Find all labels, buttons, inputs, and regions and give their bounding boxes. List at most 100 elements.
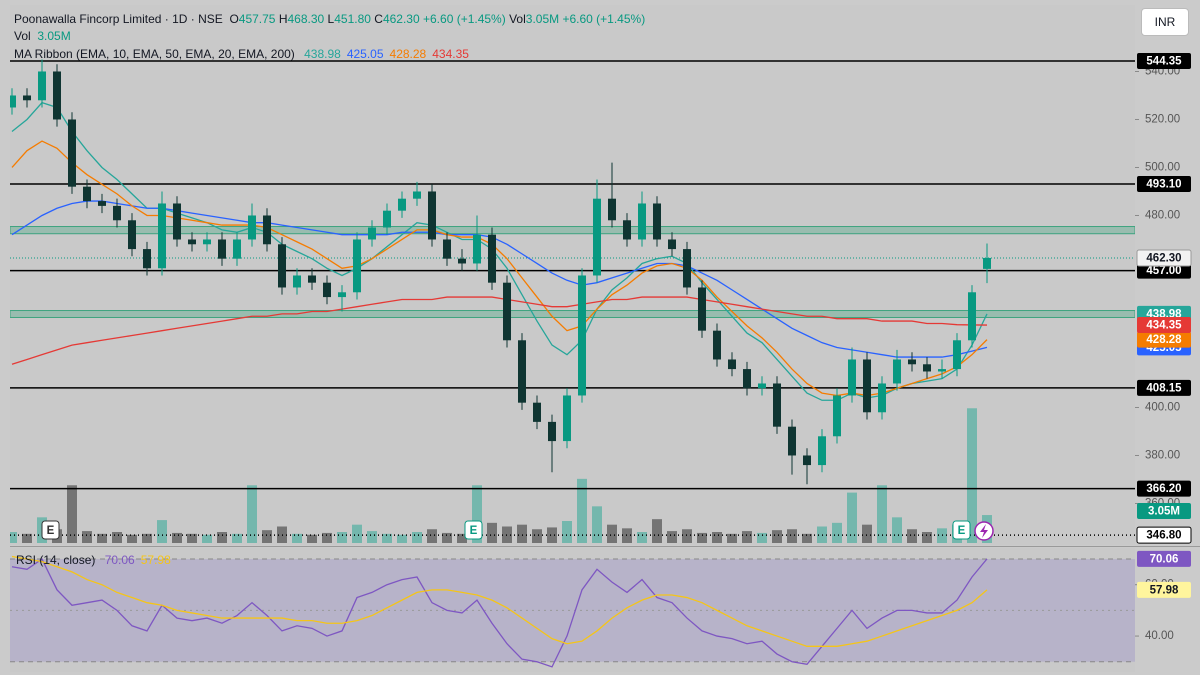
candle-body (338, 292, 346, 298)
candle-body (248, 215, 256, 240)
symbol: Poonawalla Fincorp Limited · 1D · NSE (14, 12, 223, 26)
volume-bar (757, 532, 767, 543)
candle-body (773, 383, 781, 427)
candle-body (743, 369, 751, 389)
volume-bar (907, 529, 917, 543)
vol-key: Vol (509, 12, 526, 26)
dotted-level-label-text: 346.80 (1146, 530, 1181, 542)
candle-body (788, 426, 796, 456)
volume-bar (712, 532, 722, 543)
volume-bar (217, 532, 227, 543)
event-markers: E E E (41, 520, 994, 541)
candle-body (428, 191, 436, 240)
candle-body (893, 359, 901, 384)
level-label-box (1137, 480, 1191, 497)
candle-body (83, 186, 91, 202)
volume-label-text: 3.05M (1148, 506, 1180, 518)
level-label-box (1137, 262, 1191, 279)
candle-body (638, 203, 646, 240)
ohlc-key: O (229, 12, 239, 26)
ema-label-box (1137, 317, 1191, 334)
level-label-text: 366.20 (1146, 483, 1181, 495)
earnings-marker[interactable] (41, 520, 60, 540)
volume-bar (97, 533, 107, 543)
volume-bar (742, 531, 752, 543)
volume-bar (922, 532, 932, 543)
candle-body (263, 215, 271, 245)
rsi-layer (10, 555, 1135, 668)
vol-key: Vol (14, 29, 31, 43)
ohlc-value: 451.80 (334, 12, 371, 26)
rsi-label-box (1137, 550, 1191, 567)
earnings-marker[interactable] (952, 520, 971, 540)
level-label-box (1137, 379, 1191, 396)
last-price-label-box (1136, 249, 1192, 267)
volume-bar (562, 521, 572, 543)
candle-body (443, 239, 451, 259)
currency-button[interactable]: INR (1141, 8, 1189, 36)
dividend-marker-icon (980, 524, 988, 538)
earnings-marker[interactable] (464, 520, 483, 540)
vol-value: 3.05M (37, 29, 71, 43)
candle-body (173, 203, 181, 240)
candle-body (683, 249, 691, 288)
volume-bar (157, 520, 167, 543)
volume-bar (352, 524, 362, 543)
ema-value: 438.98 (304, 47, 341, 61)
volume-bar (322, 532, 332, 543)
candle-body (668, 239, 676, 250)
volume-bar (802, 533, 812, 543)
candle-body (203, 239, 211, 245)
volume-bar (547, 527, 557, 543)
volume-bar (577, 478, 587, 543)
volume-bar (427, 529, 437, 543)
candle-body (518, 340, 526, 403)
candle-body (398, 198, 406, 211)
y-tick-label: 380.00 (1145, 450, 1180, 462)
volume-bar (727, 533, 737, 543)
candle-body (653, 203, 661, 240)
y-tick-label: 480.00 (1145, 210, 1180, 222)
ema-label-text: 428.28 (1146, 334, 1182, 346)
volume-bar (22, 533, 32, 543)
ema-value: 425.05 (346, 47, 384, 61)
volume-bar (967, 408, 977, 543)
volume-bar (637, 532, 647, 543)
candle-body (563, 395, 571, 442)
volume-bar (682, 529, 692, 543)
volume-label-box (1137, 503, 1191, 520)
change: +6.60 (+1.45%) (562, 12, 646, 26)
rsi-value: 57.98 (140, 553, 171, 567)
rsi-title: RSI (14, close) (16, 553, 96, 567)
ohlc-value: 457.75 (238, 12, 276, 26)
rsi-tick-label: 40.00 (1145, 630, 1174, 642)
candle-body (548, 421, 556, 442)
volume-bar (517, 524, 527, 543)
y-tick-label: 500.00 (1145, 162, 1180, 174)
zone (10, 310, 1135, 318)
candle-body (308, 275, 316, 283)
y-tick-label: 400.00 (1145, 402, 1180, 414)
price-layer (10, 59, 1135, 543)
rsi-legend: RSI (14, close) 70.06 57.98 (16, 553, 171, 567)
candle-body (368, 227, 376, 240)
candle-body (488, 234, 496, 283)
candle-body (878, 383, 886, 413)
rsi-value: 70.06 (104, 553, 135, 567)
rsi-label-text: 57.98 (1150, 584, 1179, 596)
change: +6.60 (+1.45%) (423, 12, 506, 26)
candle-body (23, 95, 31, 101)
symbol-legend: Poonawalla Fincorp Limited · 1D · NSE O4… (14, 12, 645, 26)
volume-bar (877, 485, 887, 543)
vol-value: 3.05M (525, 12, 560, 26)
candle-body (593, 198, 601, 276)
candle-body (953, 340, 961, 370)
zone (10, 226, 1135, 235)
volume-bar (397, 534, 407, 543)
rsi-label-box (1137, 581, 1191, 598)
ma-title: MA Ribbon (EMA, 10, EMA, 50, EMA, 20, EM… (14, 47, 295, 61)
rsi-label-text: 70.06 (1150, 553, 1179, 565)
ohlc-value: 462.30 (382, 12, 420, 26)
